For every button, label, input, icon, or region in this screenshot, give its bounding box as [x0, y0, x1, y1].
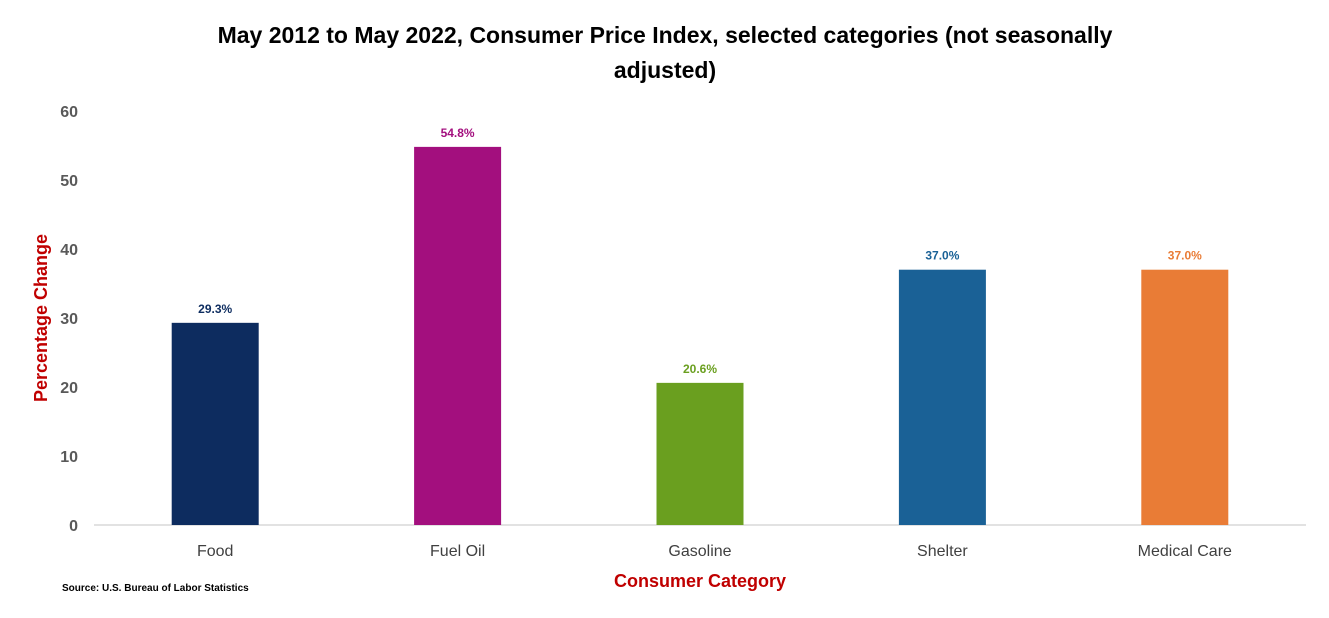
chart-title-line-1: May 2012 to May 2022, Consumer Price Ind…: [218, 22, 1113, 48]
x-category-label: Gasoline: [668, 543, 731, 560]
data-label: 37.0%: [925, 249, 959, 263]
x-category-label: Food: [197, 543, 233, 560]
y-tick-label: 30: [60, 311, 78, 328]
data-label: 20.6%: [683, 362, 717, 376]
x-axis-title: Consumer Category: [614, 571, 786, 591]
y-tick-label: 60: [60, 104, 78, 121]
y-axis-ticks: 0 10 20 30 40 50 60: [60, 104, 78, 535]
bar-shelter: [898, 269, 986, 525]
data-labels-group: 29.3% 54.8% 20.6% 37.0% 37.0%: [198, 126, 1202, 376]
y-tick-label: 10: [60, 449, 78, 466]
x-axis-categories: Food Fuel Oil Gasoline Shelter Medical Care: [197, 543, 1232, 560]
source-note: Source: U.S. Bureau of Labor Statistics: [62, 583, 249, 594]
data-label: 29.3%: [198, 302, 232, 316]
y-tick-label: 40: [60, 242, 78, 259]
data-label: 37.0%: [1168, 249, 1202, 263]
chart-title-line-2: adjusted): [614, 57, 716, 83]
y-tick-label: 20: [60, 380, 78, 397]
bar-food: [171, 322, 259, 525]
x-category-label: Fuel Oil: [430, 543, 485, 560]
bar-gasoline: [656, 382, 744, 525]
data-label: 54.8%: [441, 126, 475, 140]
x-category-label: Medical Care: [1138, 543, 1232, 560]
y-axis-title: Percentage Change: [31, 234, 51, 402]
bar-fuel-oil: [414, 146, 502, 525]
y-tick-label: 0: [69, 518, 78, 535]
bars-group: [171, 146, 1229, 525]
y-tick-label: 50: [60, 173, 78, 190]
x-category-label: Shelter: [917, 543, 968, 560]
bar-medical-care: [1141, 269, 1229, 525]
